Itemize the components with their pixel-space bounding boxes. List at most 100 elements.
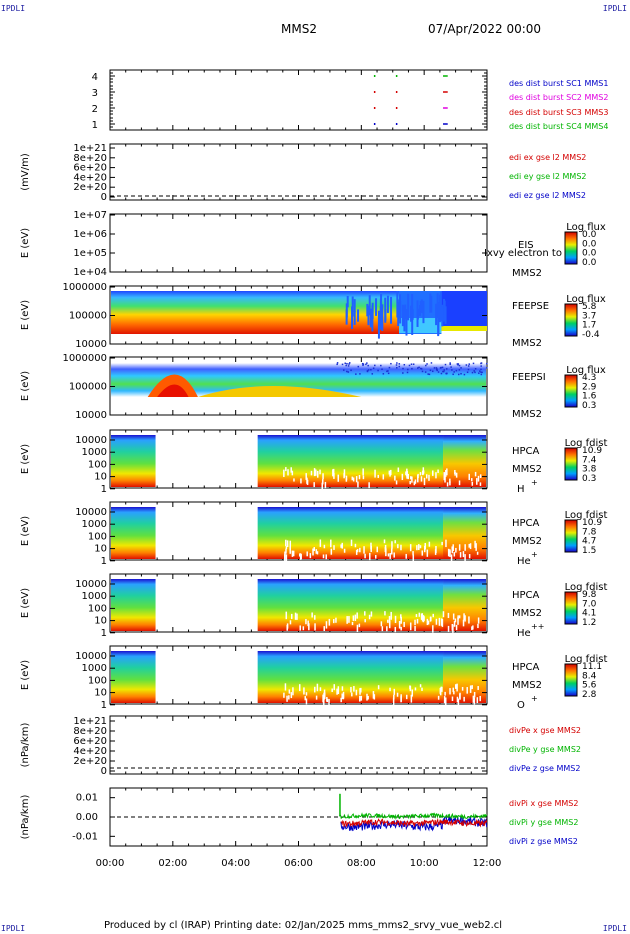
hpca-he-gap-speckle: [369, 552, 371, 561]
hpca-o-gap-speckle: [367, 695, 369, 700]
burst-dot: [373, 91, 376, 93]
feepsi-speckle: [473, 370, 475, 372]
edi-ytick-label: 4e+20: [73, 172, 107, 183]
hpca-he2-gap-speckle: [364, 619, 366, 623]
hpca-he-gap-speckle: [476, 551, 479, 555]
burst-dot: [373, 75, 376, 77]
hpca-o-gap-speckle: [457, 698, 460, 706]
feepse-streak: [411, 293, 414, 313]
hpca-he-ylabel: E (eV): [20, 516, 31, 546]
feepsi-speckle: [458, 364, 461, 367]
feepse-streak: [410, 305, 413, 322]
eis-colorbar-tick: 0.0: [582, 239, 597, 249]
feepsi-speckle: [407, 368, 409, 371]
hpca-o-gap-speckle: [284, 683, 287, 691]
hpca-h-gap-speckle: [358, 475, 361, 480]
hpca-o-ytick-label: 100: [88, 675, 107, 686]
hpca-o-gap-speckle: [456, 696, 459, 703]
feepsi-instrument-label: FEEPSI: [512, 372, 546, 383]
hpca-h-ytick-label: 1000: [82, 447, 107, 458]
hpca-he2-gap-speckle: [422, 615, 425, 623]
hpca-o-gap-speckle: [316, 683, 319, 692]
hpca-he-gap-speckle: [289, 540, 292, 547]
feepsi-speckle: [472, 362, 475, 365]
divpe-series-label: divPe y gse MMS2: [509, 745, 581, 754]
hpca-h-gap-speckle: [401, 473, 404, 481]
hpca-h-gap-speckle: [305, 473, 307, 480]
feepse-streak: [437, 302, 440, 319]
hpca-o-instrument-label: HPCA: [512, 662, 540, 673]
hpca-he-gap-speckle: [289, 546, 291, 554]
hpca-he-gap-speckle: [455, 547, 457, 553]
hpca-h-gap-speckle: [420, 476, 423, 482]
eis-colorbar-tick: 0.0: [582, 230, 597, 240]
feepsi-hot-core: [157, 384, 189, 397]
hpca-h-gap-speckle: [435, 472, 437, 479]
feepse-streak: [381, 304, 384, 331]
hpca-o-gap-speckle: [372, 691, 375, 699]
hpca-o-gap-speckle: [400, 696, 402, 703]
hpca-h-colorbar-tick: 3.8: [582, 465, 597, 475]
hpca-h-gap-speckle: [423, 477, 426, 486]
hpca-he2-gap-speckle: [452, 613, 455, 620]
hpca-he-colorbar-tick: 10.9: [582, 518, 602, 528]
feepse-ytick-label: 10000: [75, 339, 107, 350]
feepsi-speckle: [474, 368, 477, 370]
feepse-streak: [368, 295, 371, 316]
feepsi-speckle: [365, 363, 367, 366]
hpca-he2-gap-speckle: [352, 615, 355, 621]
hpca-h-gap-speckle: [319, 469, 321, 475]
hpca-he2-ytick-label: 1000: [82, 591, 107, 602]
hpca-h-gap-speckle: [471, 478, 473, 482]
feepsi-speckle: [474, 371, 476, 374]
hpca-he-gap-speckle: [464, 554, 466, 561]
feepsi-speckle: [444, 363, 447, 366]
hpca-he2-gap-speckle: [394, 626, 397, 633]
hpca-h-gap-speckle: [407, 473, 409, 480]
hpca-he-spectrogram-main: [257, 507, 444, 559]
hpca-h-gap-speckle: [313, 482, 315, 488]
hpca-he2-gap-speckle: [325, 621, 328, 629]
feepsi-speckle: [479, 370, 481, 372]
hpca-h-gap-speckle: [446, 482, 449, 487]
feepsi-colorbar-tick: 0.3: [582, 401, 596, 411]
divpi-series-label: divPi x gse MMS2: [509, 799, 578, 808]
hpca-he2-gap-speckle: [388, 620, 391, 629]
feepsi-speckle: [386, 370, 388, 373]
hpca-he2-spectrogram-main: [257, 579, 444, 631]
hpca-h-gap-speckle: [422, 470, 425, 474]
burst-dot: [395, 123, 398, 125]
burst-dot: [395, 107, 398, 109]
hpca-he-gap-speckle: [354, 543, 357, 548]
feepsi-speckle: [486, 367, 488, 369]
hpca-he2-gap-speckle: [414, 625, 416, 632]
hpca-h-gap-speckle: [419, 472, 422, 476]
hpca-he2-gap-speckle: [432, 613, 434, 618]
hpca-he2-gap-speckle: [296, 613, 298, 620]
hpca-o-colorbar-title: Log fdist: [565, 654, 608, 665]
feepsi-speckle: [382, 373, 385, 375]
feepse-streak: [401, 304, 404, 327]
hpca-o-gap-speckle: [466, 687, 468, 694]
hpca-he-colorbar-title: Log fdist: [565, 510, 608, 521]
hpca-he-gap-speckle: [356, 549, 359, 553]
feepsi-speckle: [435, 367, 438, 369]
hpca-he-gap-speckle: [468, 543, 471, 548]
hpca-h-gap-speckle: [474, 471, 477, 477]
hpca-h-gap-speckle: [362, 475, 365, 480]
hpca-he2-gap-speckle: [390, 611, 392, 620]
hpca-he-gap-speckle: [384, 544, 387, 549]
feepsi-speckle: [450, 366, 452, 368]
hpca-h-gap-speckle: [454, 472, 456, 476]
hpca-he-gap-speckle: [375, 554, 377, 559]
hpca-he-gap-speckle: [412, 554, 415, 563]
hpca-o-gap-speckle: [459, 693, 461, 699]
eis-instrument-sc-label: MMS2: [512, 268, 542, 279]
feepse-streak: [407, 293, 410, 321]
corner-label-top-left: IPDLI: [1, 4, 26, 13]
feepsi-speckle: [463, 373, 466, 376]
feepsi-speckle: [480, 365, 482, 367]
hpca-h-colorbar-title: Log fdist: [565, 438, 608, 449]
hpca-he-gap-speckle: [474, 540, 476, 548]
